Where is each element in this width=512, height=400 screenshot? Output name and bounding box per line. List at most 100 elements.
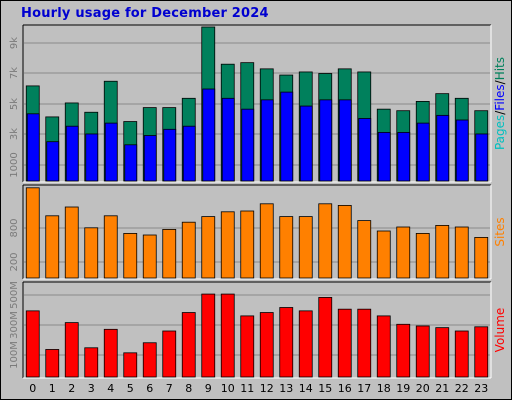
bar-files-1: [46, 141, 60, 182]
bar-files-4: [104, 122, 118, 182]
bar-sites-14: [298, 216, 313, 279]
bar-sites-4: [103, 215, 118, 279]
y-tick-label: 3k: [9, 128, 20, 140]
bar-volume-23: [474, 326, 489, 378]
bar-files-12: [260, 99, 274, 182]
bar-sites-8: [181, 221, 196, 279]
x-tick-label-5: 5: [127, 382, 134, 395]
x-tick-label-0: 0: [29, 382, 36, 395]
bar-volume-7: [162, 330, 177, 378]
bar-volume-16: [337, 308, 352, 378]
bar-files-21: [436, 114, 450, 182]
bar-volume-10: [220, 293, 235, 378]
x-tick-label-9: 9: [205, 382, 212, 395]
panel-bg-2: [23, 282, 491, 378]
bar-files-0: [26, 113, 40, 182]
x-tick-label-11: 11: [240, 382, 254, 395]
side-label-hits-files-pages: Pages/Files/Hits: [493, 57, 507, 150]
x-tick-label-14: 14: [299, 382, 313, 395]
bar-sites-9: [201, 216, 216, 279]
x-tick-label-7: 7: [166, 382, 173, 395]
bar-volume-21: [435, 327, 450, 378]
bar-volume-9: [201, 293, 216, 378]
side-label-part: Hits: [493, 57, 507, 80]
y-tick-label: 7k: [9, 67, 20, 79]
bar-volume-0: [25, 310, 40, 378]
bar-sites-15: [318, 203, 333, 279]
bar-files-3: [85, 133, 99, 182]
x-tick-label-20: 20: [416, 382, 430, 395]
bar-files-15: [319, 99, 333, 182]
bar-sites-13: [279, 216, 294, 279]
bar-volume-22: [454, 330, 469, 378]
bar-sites-7: [162, 228, 177, 279]
bar-files-5: [124, 144, 138, 182]
x-tick-label-18: 18: [377, 382, 391, 395]
bar-files-13: [280, 91, 294, 182]
y-tick-label: 800: [9, 218, 20, 237]
bar-sites-20: [415, 232, 430, 279]
bar-sites-16: [337, 204, 352, 279]
y-tick-label: 5k: [9, 98, 20, 110]
side-label-part: /: [493, 79, 507, 84]
bar-volume-5: [123, 352, 138, 378]
x-tick-label-10: 10: [221, 382, 235, 395]
bar-files-6: [143, 135, 157, 182]
bar-sites-2: [64, 206, 79, 279]
bar-files-17: [358, 118, 372, 182]
y-tick-label: 300M: [9, 311, 20, 339]
bar-volume-14: [298, 310, 313, 378]
x-tick-label-15: 15: [318, 382, 332, 395]
bar-sites-23: [474, 236, 489, 279]
x-tick-label-1: 1: [49, 382, 56, 395]
side-label-volume: Volume: [493, 308, 507, 353]
bar-volume-17: [357, 308, 372, 378]
x-tick-label-21: 21: [435, 382, 449, 395]
bar-volume-6: [142, 342, 157, 378]
side-label-part: /: [493, 110, 507, 115]
y-tick-label: 1000: [9, 152, 20, 177]
bar-volume-8: [181, 312, 196, 378]
bar-volume-12: [259, 312, 274, 378]
x-tick-label-3: 3: [88, 382, 95, 395]
bar-volume-19: [396, 323, 411, 378]
bar-files-10: [221, 97, 235, 182]
y-tick-label: 200: [9, 252, 20, 271]
side-label-part: Sites: [493, 217, 507, 246]
bar-sites-19: [396, 226, 411, 279]
bar-volume-11: [240, 315, 255, 378]
bar-volume-20: [415, 325, 430, 378]
bar-volume-1: [45, 349, 60, 378]
bar-volume-13: [279, 307, 294, 378]
side-label-part: Pages: [493, 115, 507, 150]
bar-volume-2: [64, 322, 79, 378]
bar-files-16: [338, 99, 352, 182]
panel-bg-1: [23, 185, 491, 279]
bar-sites-21: [435, 224, 450, 279]
x-tick-label-16: 16: [338, 382, 352, 395]
bar-files-11: [241, 108, 255, 182]
bar-files-22: [455, 119, 469, 182]
bar-sites-17: [357, 220, 372, 279]
side-label-sites: Sites: [493, 217, 507, 246]
bar-sites-11: [240, 210, 255, 279]
x-tick-label-22: 22: [455, 382, 469, 395]
bar-files-19: [397, 131, 411, 182]
side-label-part: Volume: [493, 308, 507, 353]
x-tick-label-23: 23: [474, 382, 488, 395]
x-tick-label-12: 12: [260, 382, 274, 395]
bar-volume-15: [318, 297, 333, 378]
y-tick-label: 500M: [9, 281, 20, 309]
x-tick-label-2: 2: [68, 382, 75, 395]
bar-volume-4: [103, 328, 118, 378]
x-tick-label-4: 4: [107, 382, 114, 395]
side-label-part: Files: [493, 84, 507, 110]
bar-sites-1: [45, 215, 60, 279]
bar-sites-22: [454, 226, 469, 279]
bar-files-20: [416, 122, 430, 182]
x-tick-label-6: 6: [146, 382, 153, 395]
bar-files-18: [377, 131, 391, 182]
bar-sites-5: [123, 232, 138, 279]
